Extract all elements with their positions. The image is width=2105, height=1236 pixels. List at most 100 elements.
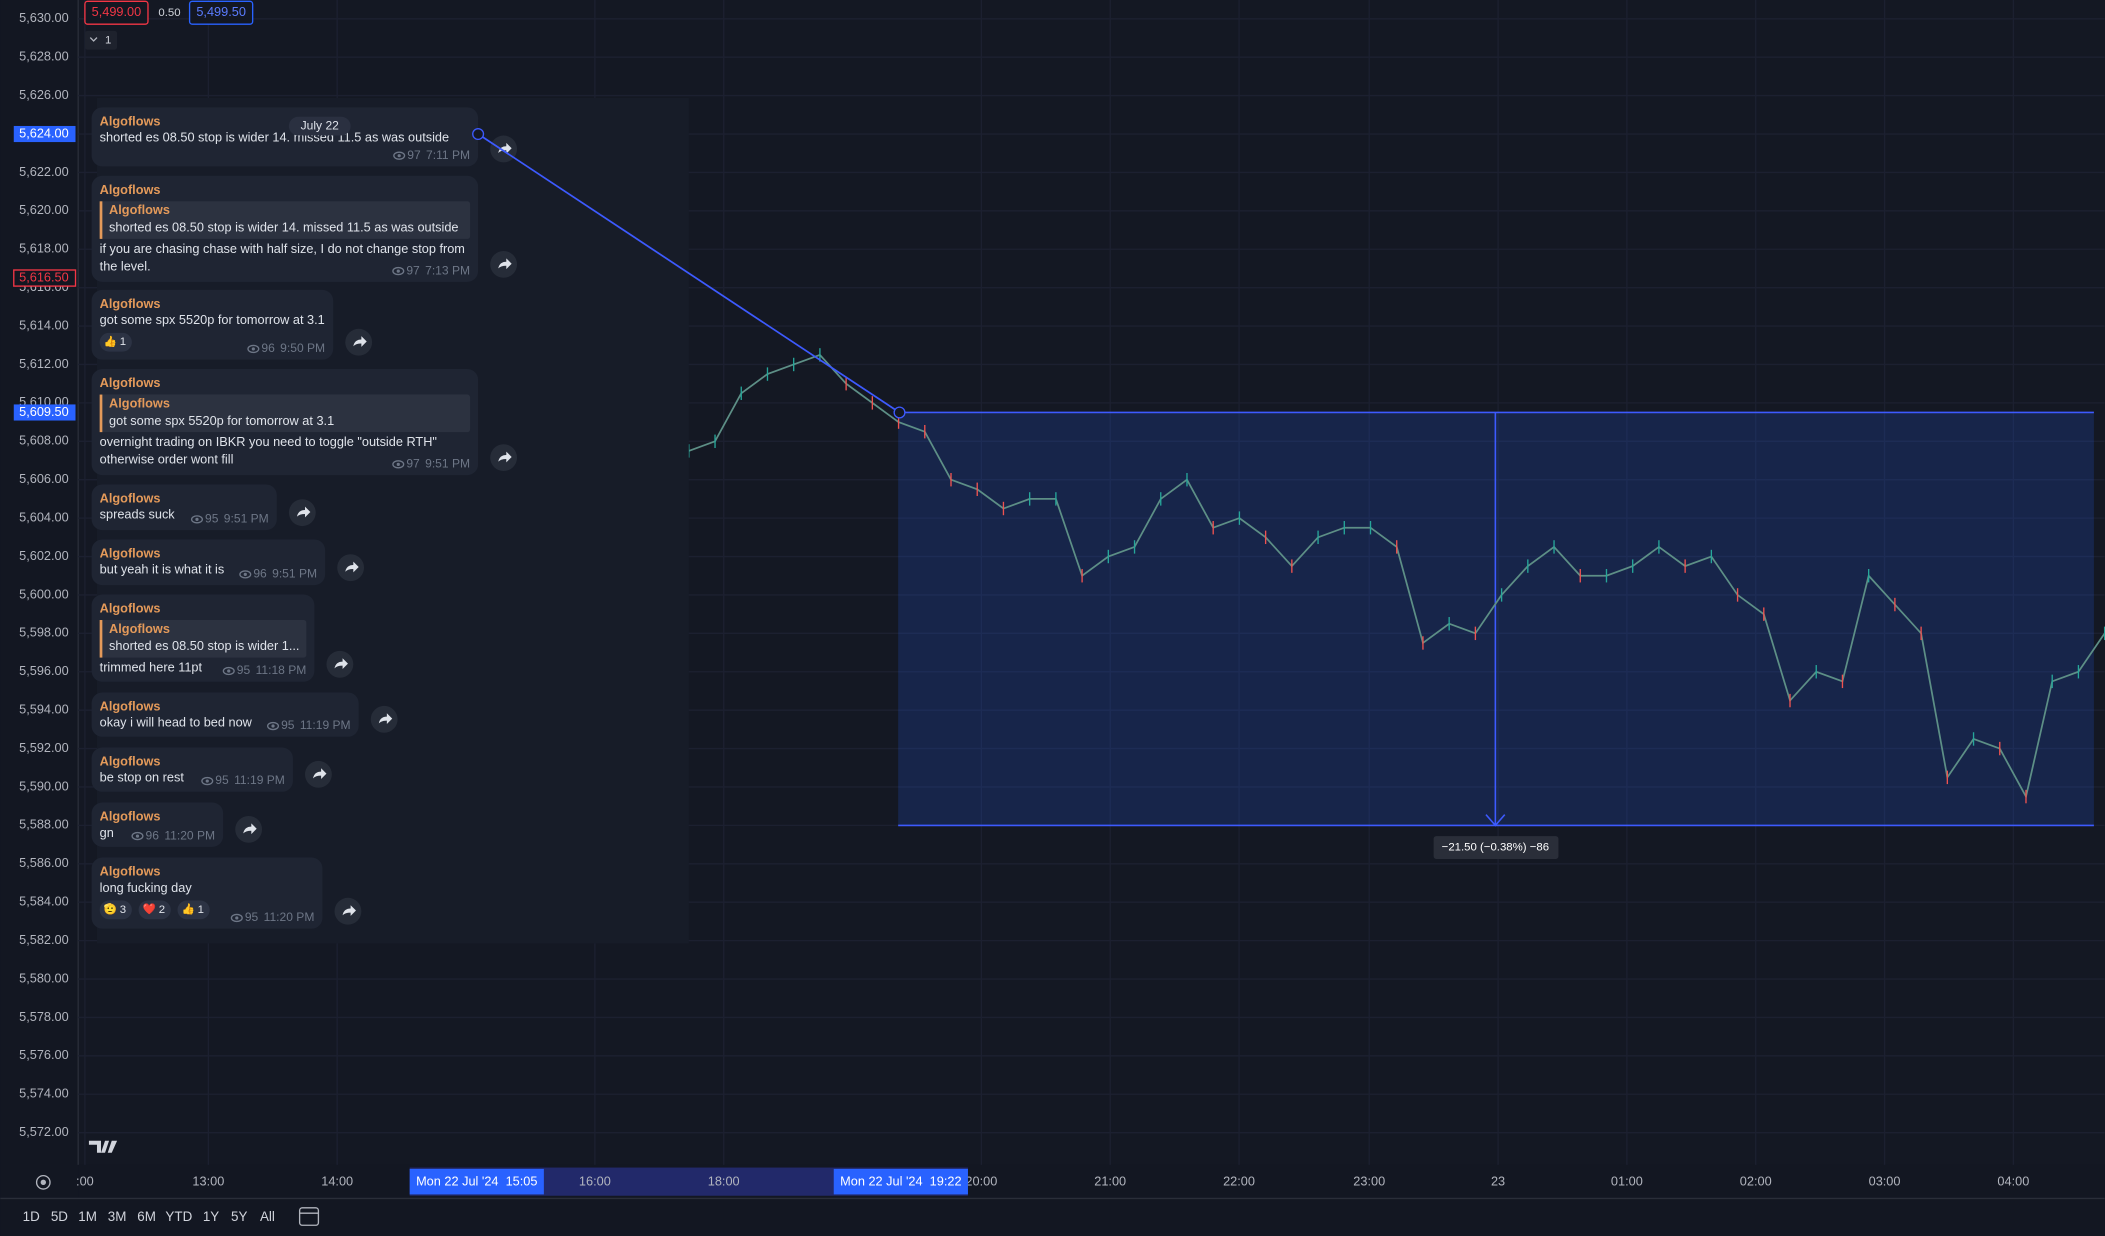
- message-text: okay i will head to bed now: [100, 715, 253, 730]
- chart-area: −21.50 (−0.38%) −86: [688, 348, 2105, 859]
- y-tick-label: 5,584.00: [19, 894, 69, 909]
- x-tick-label: 21:00: [1094, 1174, 1126, 1189]
- views-icon: [230, 913, 243, 923]
- ask-box[interactable]: [188, 0, 254, 25]
- settings-icon[interactable]: [35, 1174, 51, 1190]
- range-button[interactable]: 6M: [137, 1209, 156, 1224]
- chat-messages: Algoflows shorted es 08.50 stop is wider …: [91, 107, 518, 929]
- share-icon: [345, 561, 359, 573]
- x-tick-label: 18:00: [708, 1174, 740, 1189]
- share-icon: [342, 905, 356, 916]
- views-icon: [266, 721, 280, 731]
- range-button[interactable]: 3M: [108, 1209, 127, 1224]
- y-tick-label: 5,600.00: [19, 586, 69, 601]
- y-tick-label: 5,608.00: [19, 433, 69, 448]
- share-icon: [313, 768, 327, 780]
- message-author: Algoflows: [100, 864, 161, 879]
- message-views: 95: [245, 910, 259, 924]
- y-tick-label: 5,586.00: [19, 855, 69, 870]
- bid-box[interactable]: [84, 0, 149, 25]
- price-badge-label: 5,624.00: [19, 125, 69, 140]
- range-button[interactable]: YTD: [165, 1209, 192, 1224]
- y-tick-label: 5,596.00: [19, 663, 69, 678]
- views-icon: [131, 831, 144, 841]
- message-bubble: [91, 539, 326, 586]
- message-time: 9:51 PM: [224, 512, 269, 526]
- message-text: long fucking day: [100, 880, 193, 895]
- message-bubble: [91, 802, 224, 847]
- views-icon: [392, 460, 405, 469]
- y-tick-label: 5,626.00: [19, 87, 69, 102]
- reaction-pill[interactable]: [99, 332, 132, 352]
- message-author: Algoflows: [100, 296, 161, 311]
- message-text: trimmed here 11pt: [100, 660, 203, 675]
- y-tick-label: 5,598.00: [19, 625, 69, 640]
- reaction-pill[interactable]: [177, 900, 210, 920]
- footer-bar: [0, 1198, 2105, 1236]
- y-tick-label: 5,620.00: [19, 202, 69, 217]
- message-time: 9:51 PM: [425, 457, 470, 471]
- bid-price: 5,499.00: [92, 4, 142, 19]
- views-icon: [190, 515, 204, 524]
- message-author: Algoflows: [100, 375, 161, 390]
- quantity: 1: [105, 34, 111, 46]
- reaction-pill[interactable]: [138, 900, 171, 920]
- share-icon: [296, 506, 311, 518]
- views-icon-pupil: [235, 916, 239, 920]
- reaction-pill[interactable]: [99, 900, 132, 920]
- message-views: 95: [205, 512, 219, 526]
- price-badge-label: 5,609.50: [19, 404, 69, 419]
- range-button[interactable]: 5D: [51, 1209, 68, 1224]
- y-tick-label: 5,618.00: [19, 241, 69, 256]
- x-tick-label: 04:00: [1997, 1174, 2029, 1189]
- date-range-icon[interactable]: [298, 1207, 320, 1226]
- message-views: 96: [146, 828, 160, 842]
- y-tick-label: 5,592.00: [19, 740, 69, 755]
- y-tick-label: 5,572.00: [19, 1124, 69, 1139]
- date-label: July 22: [301, 118, 340, 132]
- time-badge: [833, 1168, 968, 1195]
- reaction-count: 2: [159, 904, 165, 916]
- price-badge: [13, 269, 77, 287]
- message-text: otherwise order wont fill: [100, 452, 234, 467]
- reaction-emoji: 🫡: [104, 903, 117, 916]
- y-tick-label: 5,622.00: [19, 164, 69, 179]
- message-author: Algoflows: [100, 182, 161, 197]
- message-author: Algoflows: [100, 113, 161, 128]
- y-tick-label: 5,628.00: [19, 49, 69, 64]
- views-icon: [393, 151, 406, 160]
- message-text: overnight trading on IBKR you need to to…: [100, 434, 437, 449]
- measure-label-box: [1433, 836, 1559, 859]
- price-axis-panel: [0, 0, 79, 1199]
- views-icon: [239, 570, 252, 579]
- range-button[interactable]: 1Y: [203, 1209, 219, 1224]
- share-icon: [334, 658, 348, 669]
- message-views: 97: [407, 148, 421, 162]
- calendar-icon: [298, 1207, 320, 1226]
- time-badge: [409, 1168, 544, 1195]
- message-views: 96: [261, 341, 275, 355]
- views-icon: [201, 776, 214, 786]
- reaction-count: 3: [120, 904, 126, 916]
- message-author: Algoflows: [100, 546, 161, 561]
- quantity-box[interactable]: [84, 30, 118, 50]
- quote-author: Algoflows: [109, 395, 170, 410]
- time-axis-panel: [78, 1164, 2105, 1199]
- y-tick-label: 5,614.00: [19, 317, 69, 332]
- share-icon: [498, 142, 512, 154]
- quote-bar: [99, 201, 103, 239]
- range-button[interactable]: 1D: [23, 1209, 40, 1224]
- message-text: gn: [100, 825, 114, 840]
- trend-handle: [893, 406, 906, 419]
- message-text: got some spx 5520p for tomorrow at 3.1: [100, 312, 325, 327]
- x-tick-label: 02:00: [1740, 1174, 1772, 1189]
- message-views: 95: [281, 718, 295, 732]
- ask-price: 5,499.50: [196, 4, 246, 19]
- y-tick-label: 5,578.00: [19, 1009, 69, 1024]
- y-tick-label: 5,594.00: [19, 702, 69, 717]
- range-button[interactable]: 5Y: [231, 1209, 247, 1224]
- range-button[interactable]: 1M: [78, 1209, 97, 1224]
- range-button[interactable]: All: [260, 1209, 275, 1224]
- quote-bar: [99, 620, 103, 658]
